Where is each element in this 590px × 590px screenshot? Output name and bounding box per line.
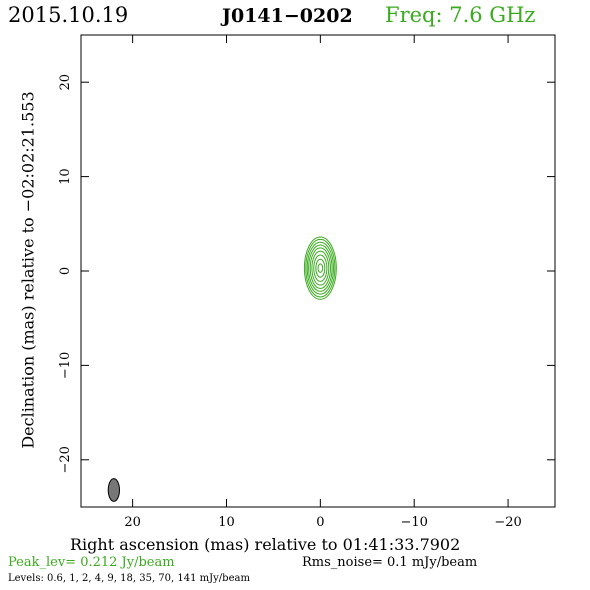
y-tick-label: 10	[58, 168, 73, 185]
contour-70	[315, 258, 326, 278]
y-tick-label: −10	[58, 352, 73, 379]
contour-0.6	[303, 236, 337, 300]
x-tick-label: 20	[124, 515, 141, 530]
y-tick-label: 0	[58, 267, 73, 275]
contour-1	[305, 238, 336, 298]
contour-35	[313, 254, 328, 282]
contour-4	[308, 244, 333, 292]
contour-2	[306, 241, 334, 295]
contour-141	[317, 263, 324, 273]
observation-date: 2015.10.19	[8, 3, 129, 27]
x-tick-label: 0	[316, 515, 324, 530]
contour-18	[311, 250, 330, 286]
y-axis-label: Declination (mas) relative to −02:02:21.…	[18, 91, 38, 449]
y-tick-label: −20	[58, 446, 73, 473]
rms-noise: Rms_noise= 0.1 mJy/beam	[302, 555, 478, 570]
y-tick-label: 20	[58, 74, 73, 91]
frequency-label: Freq: 7.6 GHz	[385, 3, 536, 27]
source-name: J0141−0202	[222, 5, 353, 27]
x-tick-label: −20	[494, 515, 521, 530]
peak-level: Peak_lev= 0.212 Jy/beam	[8, 555, 175, 570]
contour-levels: Levels: 0.6, 1, 2, 4, 9, 18, 35, 70, 141…	[8, 573, 250, 584]
x-tick-label: 10	[218, 515, 235, 530]
x-axis-label: Right ascension (mas) relative to 01:41:…	[70, 535, 461, 554]
contour-9	[309, 247, 331, 289]
beam-ellipse	[107, 478, 120, 502]
x-tick-label: −10	[400, 515, 427, 530]
